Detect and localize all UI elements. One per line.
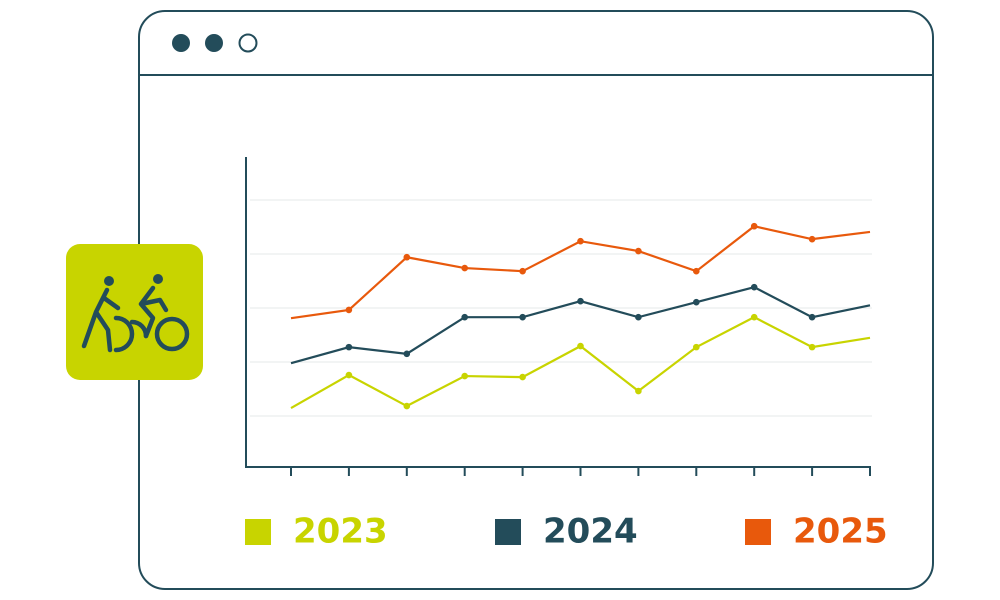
browser-window [138,10,934,590]
data-point [345,371,353,379]
data-point [808,313,816,321]
data-point [519,373,526,381]
window-dot [238,33,258,53]
data-point [403,402,411,410]
window-dot [172,34,190,52]
data-point [750,283,758,291]
legend-swatch [495,519,521,545]
legend-swatch [245,519,271,545]
data-point [750,222,758,230]
data-point [403,253,411,261]
legend-label: 2025 [793,512,888,552]
data-point [577,237,584,245]
data-point [345,306,353,314]
data-point [519,267,526,275]
legend-swatch [745,519,771,545]
icon-badge [66,244,203,380]
data-point [808,343,816,351]
data-point [461,264,469,272]
data-point [635,247,642,255]
data-point [750,313,758,321]
data-point [635,387,642,395]
data-point [461,372,469,380]
plot [290,222,871,476]
data-point [635,313,642,321]
legend-label: 2024 [543,512,638,552]
legend: 2023 2024 2025 [245,512,888,552]
data-point [693,267,700,275]
data-point [577,297,584,305]
data-point [577,342,584,350]
data-point [519,313,526,321]
cycling-icon [66,244,203,380]
grid [250,199,872,417]
data-point [693,298,700,306]
icon-figures [81,274,190,353]
data-point [345,343,353,351]
legend-label: 2023 [293,512,388,552]
data-point [461,313,469,321]
data-point [808,235,816,243]
data-point [403,350,411,358]
window-dot [205,34,223,52]
data-point [693,343,700,351]
